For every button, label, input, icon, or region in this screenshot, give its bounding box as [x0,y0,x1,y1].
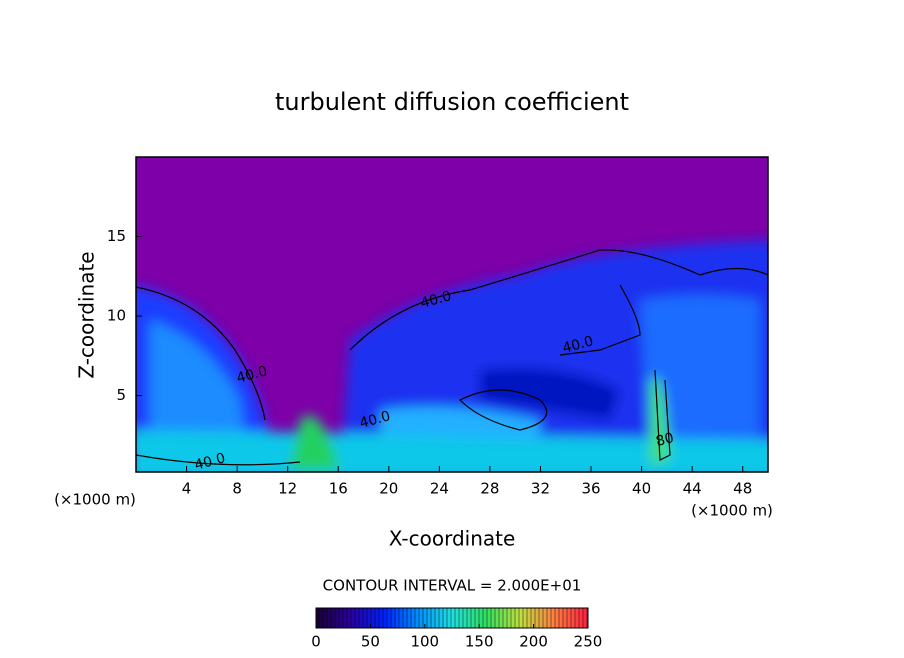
chart-title: turbulent diffusion coefficient [275,88,629,116]
x-tick-label: 20 [379,480,398,498]
colorbar-tick-label: 100 [410,633,439,651]
colorbar-tick-label: 200 [519,633,548,651]
x-tick-label: 8 [232,480,242,498]
x-unit-label: (×1000 m) [54,491,136,509]
y-tick-label: 10 [107,307,126,325]
x-tick-label: 36 [581,480,600,498]
colorbar-tick-label: 250 [574,633,603,651]
y-tick-label: 5 [116,386,126,404]
x-tick-label: 32 [531,480,550,498]
contour-interval: CONTOUR INTERVAL = 2.000E+01 [323,577,582,595]
x-tick-label: 16 [329,480,348,498]
y-tick-label: 15 [107,227,126,245]
x-unit-label: (×1000 m) [691,502,773,520]
x-tick-label: 12 [278,480,297,498]
x-tick-label: 28 [480,480,499,498]
contour-label: 80 [654,430,675,450]
colorbar [315,607,589,629]
contour-field [136,157,768,472]
x-tick-label: 24 [430,480,449,498]
y-axis-label: Z-coordinate [75,251,99,378]
contour-label: 40.0 [419,288,453,312]
plot-frame [135,156,769,473]
contour-label: 40.0 [561,333,595,357]
x-tick-label: 4 [182,480,192,498]
x-tick-label: 48 [733,480,752,498]
x-tick-label: 40 [632,480,651,498]
contour-label: 40.0 [358,408,392,432]
colorbar-tick-label: 0 [311,633,321,651]
contour-label: 40.0 [193,450,227,474]
colorbar-tick-label: 150 [465,633,494,651]
x-tick-label: 44 [683,480,702,498]
x-axis-label: X-coordinate [389,527,516,551]
contour-label: 40.0 [235,363,269,387]
colorbar-tick-label: 50 [361,633,380,651]
